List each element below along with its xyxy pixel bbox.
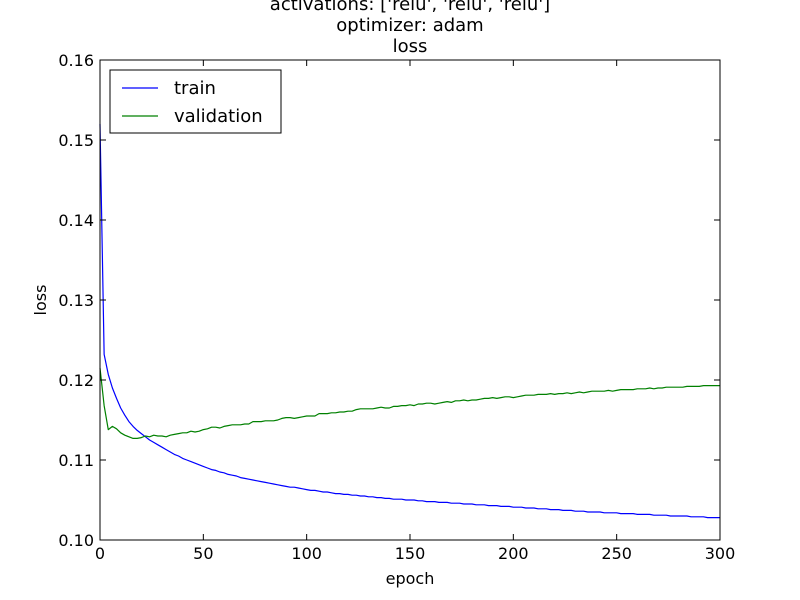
- x-axis-ticks: 0 50 100 150 200 250 300: [95, 60, 735, 563]
- series-line-train: [99, 123, 720, 519]
- y-tick-label: 0.16: [58, 51, 94, 70]
- series-layer: [99, 123, 720, 519]
- y-axis-ticks: 0.10 0.11 0.12 0.13 0.14 0.15 0.16: [58, 51, 720, 550]
- y-tick-label: 0.15: [58, 131, 94, 150]
- title-line-3: loss: [393, 36, 428, 57]
- chart-title: activations: ['relu', 'relu', 'relu'] op…: [270, 0, 550, 57]
- legend-label-train: train: [174, 78, 216, 99]
- title-line-2: optimizer: adam: [336, 15, 483, 36]
- x-tick-label: 250: [601, 544, 632, 563]
- y-tick-label: 0.11: [58, 451, 94, 470]
- title-line-1: activations: ['relu', 'relu', 'relu']: [270, 0, 550, 15]
- x-tick-label: 200: [498, 544, 529, 563]
- x-axis-label: epoch: [386, 569, 435, 588]
- x-tick-label: 150: [395, 544, 426, 563]
- x-tick-label: 300: [705, 544, 736, 563]
- legend-box: [109, 69, 282, 134]
- y-tick-label: 0.12: [58, 371, 94, 390]
- y-axis-label: loss: [31, 285, 50, 316]
- legend: train validation: [109, 69, 282, 134]
- legend-label-validation: validation: [174, 106, 263, 127]
- x-tick-label: 100: [291, 544, 322, 563]
- x-tick-label: 0: [95, 544, 105, 563]
- series-line-validation: [99, 367, 720, 439]
- y-tick-label: 0.10: [58, 531, 94, 550]
- x-tick-label: 50: [193, 544, 213, 563]
- y-tick-label: 0.14: [58, 211, 94, 230]
- y-tick-label: 0.13: [58, 291, 94, 310]
